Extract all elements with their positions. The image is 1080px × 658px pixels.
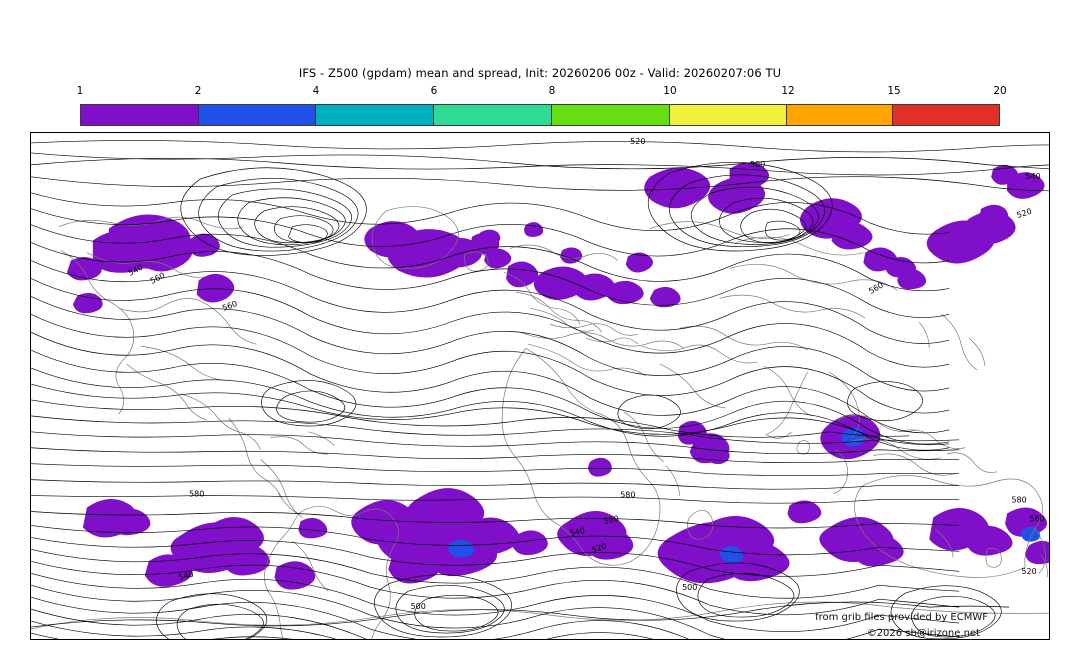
contour-label: 580 <box>620 491 635 500</box>
data-source-credit: from grib files provided by ECMWF <box>815 612 988 623</box>
colorbar-tick-label: 2 <box>194 85 202 97</box>
colorbar-tick-label: 15 <box>887 85 901 97</box>
colorbar-segment-6-8 <box>434 105 552 125</box>
colorbar-segment-15-20 <box>893 105 999 125</box>
colorbar-tick-label: 20 <box>993 85 1007 97</box>
colorbar-segment-2-4 <box>198 105 317 125</box>
contour-label: 580 <box>1011 496 1026 505</box>
colorbar-tick-label: 12 <box>781 85 795 97</box>
contour-label: 560 <box>603 514 620 526</box>
colorbar-segment-8-10 <box>551 105 670 125</box>
contour-label: 520 <box>1021 567 1036 576</box>
colorbar-segment-1-2 <box>81 105 199 125</box>
contour-label: 560 <box>1029 514 1044 523</box>
page-title: IFS - Z500 (gpdam) mean and spread, Init… <box>298 66 782 80</box>
colorbar-segment-12-15 <box>787 105 894 125</box>
contour-labels-layer: 520 500 540 540 560 560 560 520 580 580 … <box>127 137 1045 611</box>
colorbar-tick-label: 6 <box>430 85 438 97</box>
coastline-layer <box>31 206 1049 639</box>
contour-label: 520 <box>630 137 645 146</box>
colorbar <box>80 104 1000 126</box>
spread-shading-layer <box>66 162 1049 590</box>
contour-label: 560 <box>221 299 238 313</box>
colorbar-gradient <box>80 104 1000 126</box>
contour-label: 500 <box>750 160 765 169</box>
contour-label: 500 <box>411 602 426 611</box>
contour-label: 540 <box>178 570 195 583</box>
colorbar-tick-label: 10 <box>663 85 677 97</box>
contour-label: 520 <box>590 541 607 554</box>
contour-layer <box>31 140 1049 639</box>
colorbar-tick-label: 4 <box>312 85 320 97</box>
colorbar-segment-10-12 <box>669 105 788 125</box>
map-canvas: 520 500 540 540 560 560 560 520 580 580 … <box>31 137 1049 639</box>
contour-label: 580 <box>189 490 204 499</box>
colorbar-tick-label: 1 <box>76 85 84 97</box>
contour-label: 520 <box>1016 207 1033 220</box>
colorbar-segment-4-6 <box>316 105 435 125</box>
colorbar-tick-labels: 1 2 4 6 8 10 12 15 20 <box>76 85 1007 101</box>
contour-label: 540 <box>1025 172 1040 181</box>
contour-label: 500 <box>682 583 697 592</box>
map-plot-area: 520 500 540 540 560 560 560 520 580 580 … <box>30 132 1050 640</box>
contour-label: 540 <box>569 526 586 538</box>
colorbar-tick-label: 8 <box>548 85 556 97</box>
contour-label: 560 <box>149 271 167 286</box>
copyright-notice: ©2026 sb@irizone.net <box>866 628 980 639</box>
